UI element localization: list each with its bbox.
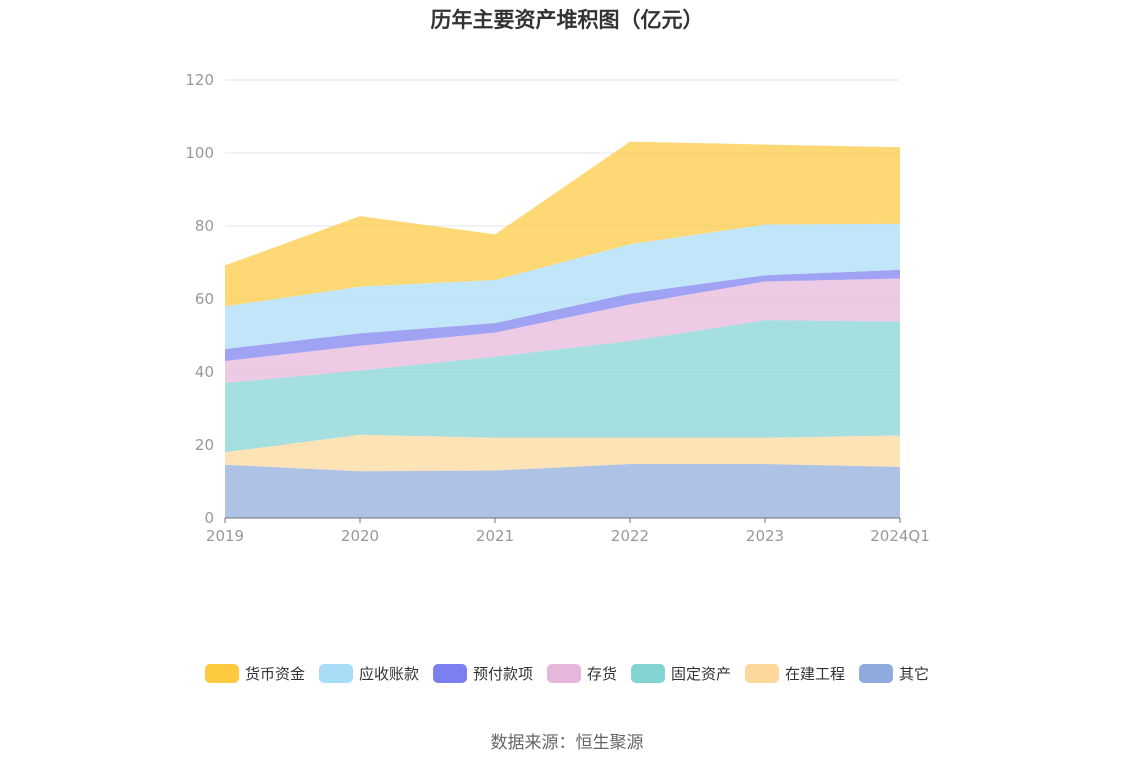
y-tick-label: 20 <box>195 436 214 454</box>
chart-title: 历年主要资产堆积图（亿元） <box>430 8 704 32</box>
source-note: 数据来源：恒生聚源 <box>490 733 644 753</box>
y-tick-label: 100 <box>185 144 214 162</box>
legend-swatch <box>204 664 239 683</box>
legend-swatch <box>745 664 780 683</box>
legend-swatch <box>631 664 665 683</box>
area-series-固定资产 <box>225 320 900 453</box>
y-tick-label: 40 <box>195 363 214 381</box>
axes: 0 20 40 60 80 100 120 2019 2020 2021 2022 2023 2024Q… <box>185 71 929 545</box>
legend-item[interactable]: 预付款项 <box>432 663 533 684</box>
area-series-其它 <box>225 463 900 518</box>
legend-swatch <box>318 664 353 683</box>
area-series-货币资金 <box>225 141 900 307</box>
legend: 货币资金 应收账款 预付款项 存货 固定资产 在建工程 其它 <box>0 663 1134 684</box>
area-series-存货 <box>225 278 900 383</box>
legend-item[interactable]: 应收账款 <box>318 663 419 684</box>
area-layer <box>225 141 900 518</box>
legend-label: 其它 <box>899 665 930 683</box>
legend-label: 货币资金 <box>244 665 305 683</box>
x-tick-label: 2021 <box>476 527 514 545</box>
legend-label: 固定资产 <box>671 665 732 683</box>
y-tick-label: 60 <box>195 290 214 308</box>
y-tick-label: 120 <box>185 71 214 89</box>
x-tick-label: 2019 <box>206 527 244 545</box>
legend-label: 存货 <box>586 665 617 683</box>
legend-item[interactable]: 在建工程 <box>745 663 845 684</box>
legend-item[interactable]: 其它 <box>859 663 929 684</box>
x-tick-label: 2024Q1 <box>870 527 930 545</box>
legend-item[interactable]: 货币资金 <box>204 663 305 684</box>
x-tick-label: 2023 <box>746 527 784 545</box>
x-tick-label: 2022 <box>611 527 649 545</box>
legend-label: 应收账款 <box>358 665 419 683</box>
legend-label: 在建工程 <box>785 665 846 683</box>
y-tick-label: 0 <box>204 509 214 527</box>
y-tick-label: 80 <box>195 217 214 235</box>
area-series-预付款项 <box>225 269 900 362</box>
area-series-应收账款 <box>225 223 900 350</box>
legend-item[interactable]: 存货 <box>546 663 617 684</box>
area-series-在建工程 <box>225 434 900 472</box>
x-tick-label: 2020 <box>341 527 379 545</box>
legend-label: 预付款项 <box>472 665 533 683</box>
legend-swatch <box>546 664 581 683</box>
legend-swatch <box>432 664 467 683</box>
legend-swatch <box>859 664 894 683</box>
legend-item[interactable]: 固定资产 <box>631 663 731 684</box>
